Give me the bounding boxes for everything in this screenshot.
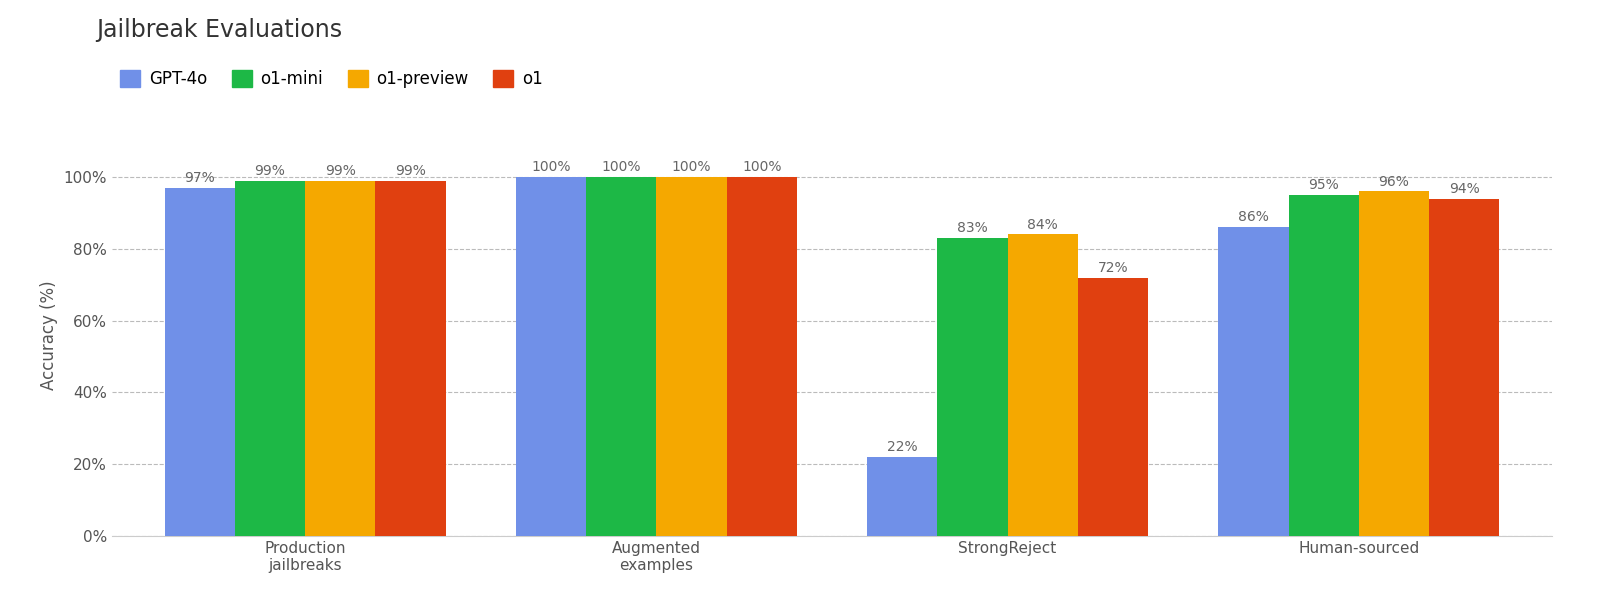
Text: Jailbreak Evaluations: Jailbreak Evaluations bbox=[96, 18, 342, 42]
Text: 99%: 99% bbox=[325, 164, 355, 178]
Bar bbox=[1008, 234, 1078, 536]
Text: 95%: 95% bbox=[1309, 178, 1339, 192]
Bar bbox=[656, 177, 726, 536]
Bar bbox=[306, 181, 376, 536]
Text: 72%: 72% bbox=[1098, 261, 1128, 275]
Bar bbox=[376, 181, 446, 536]
Bar bbox=[515, 177, 586, 536]
Text: 83%: 83% bbox=[957, 221, 987, 235]
Text: 86%: 86% bbox=[1238, 211, 1269, 225]
Bar bbox=[867, 457, 938, 536]
Text: 100%: 100% bbox=[602, 160, 642, 174]
Bar bbox=[938, 238, 1008, 536]
Bar bbox=[1288, 195, 1358, 536]
Text: 96%: 96% bbox=[1379, 175, 1410, 189]
Bar bbox=[165, 188, 235, 536]
Bar bbox=[726, 177, 797, 536]
Bar bbox=[1358, 191, 1429, 536]
Bar bbox=[1429, 199, 1499, 536]
Y-axis label: Accuracy (%): Accuracy (%) bbox=[40, 280, 58, 390]
Bar bbox=[1078, 278, 1149, 536]
Text: 22%: 22% bbox=[886, 440, 917, 454]
Text: 94%: 94% bbox=[1450, 181, 1480, 195]
Text: 100%: 100% bbox=[672, 160, 712, 174]
Bar bbox=[1218, 227, 1288, 536]
Bar bbox=[235, 181, 306, 536]
Text: 99%: 99% bbox=[254, 164, 285, 178]
Text: 84%: 84% bbox=[1027, 217, 1058, 231]
Text: 100%: 100% bbox=[531, 160, 571, 174]
Bar bbox=[586, 177, 656, 536]
Text: 99%: 99% bbox=[395, 164, 426, 178]
Text: 97%: 97% bbox=[184, 171, 214, 185]
Text: 100%: 100% bbox=[742, 160, 781, 174]
Legend: GPT-4o, o1-mini, o1-preview, o1: GPT-4o, o1-mini, o1-preview, o1 bbox=[120, 70, 542, 88]
